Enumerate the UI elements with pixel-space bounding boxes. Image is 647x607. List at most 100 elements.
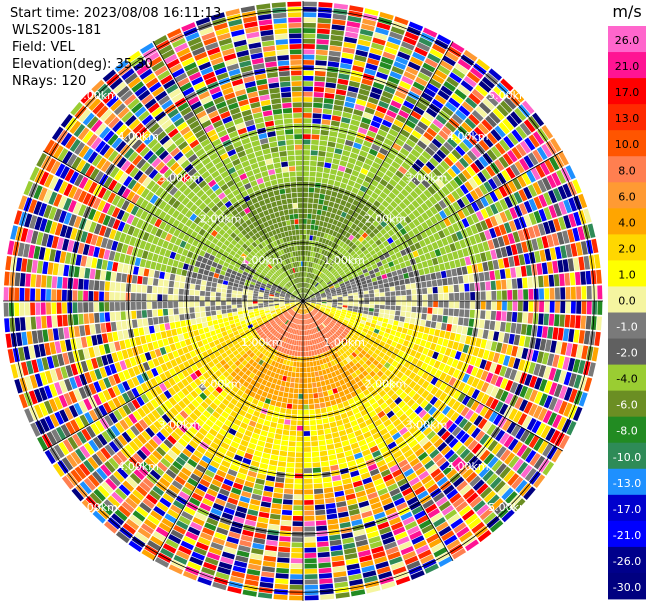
gate-cell: [79, 414, 90, 427]
gate-cell: [410, 402, 420, 411]
gate-cell: [466, 150, 478, 162]
gate-cell: [376, 362, 384, 370]
gate-cell: [330, 321, 335, 326]
gate-cell: [461, 206, 471, 217]
gate-cell: [221, 424, 230, 432]
gate-cell: [182, 448, 193, 458]
gate-cell: [319, 279, 324, 284]
gate-cell: [258, 359, 264, 366]
gate-cell: [313, 263, 317, 269]
gate-cell: [529, 389, 538, 402]
gate-cell: [486, 301, 492, 310]
gate-cell: [364, 297, 370, 301]
gate-cell: [371, 414, 380, 423]
gate-cell: [394, 571, 409, 581]
gate-cell: [260, 457, 270, 465]
gate-cell: [59, 340, 67, 353]
gate-cell: [342, 537, 355, 545]
gate-cell: [415, 419, 425, 429]
gate-cell: [400, 374, 408, 383]
gate-cell: [245, 362, 252, 369]
gate-cell: [563, 215, 572, 229]
gate-cell: [334, 283, 340, 287]
gate-cell: [399, 413, 408, 422]
gate-cell: [427, 334, 434, 342]
gate-cell: [503, 435, 515, 448]
gate-cell: [372, 382, 380, 389]
gate-cell: [404, 491, 416, 501]
gate-cell: [318, 237, 324, 243]
gate-cell: [299, 367, 303, 373]
gate-cell: [291, 542, 303, 548]
gate-cell: [433, 293, 438, 301]
gate-cell: [332, 13, 347, 21]
gate-cell: [294, 324, 297, 329]
gate-cell: [352, 289, 358, 293]
gate-cell: [119, 360, 127, 371]
gate-cell: [429, 250, 437, 259]
gate-cell: [432, 286, 438, 294]
gate-cell: [322, 329, 327, 335]
gate-cell: [408, 371, 417, 380]
gate-cell: [327, 258, 333, 265]
gate-cell: [34, 373, 43, 387]
gate-cell: [534, 377, 543, 390]
gate-cell: [426, 430, 436, 440]
gate-cell: [399, 279, 405, 286]
gate-cell: [362, 370, 369, 377]
gate-cell: [342, 352, 348, 359]
gate-cell: [314, 315, 318, 321]
gate-cell: [342, 365, 348, 372]
gate-cell: [153, 317, 159, 325]
gate-cell: [218, 428, 228, 437]
gate-cell: [407, 61, 421, 71]
gate-cell: [268, 302, 274, 305]
gate-cell: [336, 209, 343, 216]
gate-cell: [562, 183, 572, 198]
gate-cell: [398, 459, 409, 468]
gate-cell: [116, 450, 128, 463]
gate-cell: [501, 290, 507, 300]
gate-cell: [326, 304, 332, 307]
gate-cell: [394, 315, 400, 321]
gate-cell: [315, 314, 320, 319]
gate-cell: [168, 308, 174, 316]
gate-cell: [114, 487, 128, 500]
gate-cell: [532, 112, 545, 127]
gate-cell: [452, 369, 461, 379]
gate-cell: [97, 433, 108, 446]
gate-cell: [406, 295, 412, 301]
gate-cell: [539, 288, 545, 300]
gate-cell: [313, 308, 318, 313]
gate-cell: [290, 311, 295, 316]
gate-cell: [345, 232, 351, 239]
gate-cell: [300, 303, 303, 309]
gate-cell: [572, 179, 582, 194]
gate-cell: [429, 157, 439, 167]
gate-cell: [411, 306, 417, 313]
gate-cell: [489, 320, 496, 331]
gate-cell: [112, 385, 121, 396]
gate-cell: [321, 261, 326, 267]
gate-cell: [336, 267, 342, 273]
gate-cell: [278, 346, 283, 352]
gate-cell: [315, 332, 320, 338]
gate-cell: [431, 314, 438, 322]
gate-cell: [501, 419, 512, 432]
gate-cell: [394, 531, 408, 541]
gate-cell: [163, 380, 172, 389]
gate-cell: [519, 385, 529, 398]
gate-cell: [365, 343, 372, 349]
gate-cell: [316, 360, 321, 366]
gate-cell: [269, 328, 275, 333]
gate-cell: [569, 272, 576, 286]
gate-cell: [292, 398, 298, 405]
gate-cell: [439, 145, 451, 156]
gate-cell: [536, 325, 543, 338]
gate-cell: [436, 413, 446, 423]
gate-cell: [452, 251, 459, 260]
gate-cell: [330, 254, 336, 260]
gate-cell: [334, 490, 345, 497]
gate-cell: [360, 23, 375, 32]
gate-cell: [400, 284, 406, 291]
